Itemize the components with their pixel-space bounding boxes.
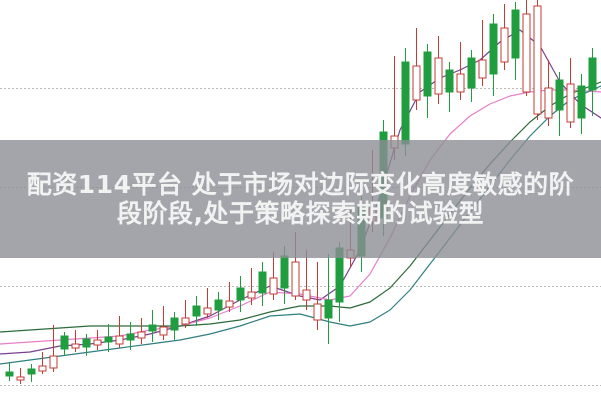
candle-body-up	[280, 255, 289, 289]
candle-body-down	[225, 300, 234, 308]
candle-body-up	[5, 371, 14, 377]
candle-body-up	[82, 338, 91, 348]
candle-body-up	[577, 85, 586, 119]
candle-body-up	[192, 305, 201, 317]
candle-body-down	[93, 339, 102, 346]
candle-body-up	[148, 324, 157, 332]
candle-body-down	[181, 317, 190, 325]
candle-body-down	[302, 289, 311, 301]
candle-body-up	[258, 271, 267, 294]
candle-body-down	[544, 87, 553, 119]
candle-body-up	[27, 368, 36, 375]
candle-body-up	[170, 317, 179, 331]
candle-body-down	[500, 27, 509, 63]
candle-body-up	[214, 299, 223, 311]
candle-body-up	[324, 299, 333, 319]
candle-body-down	[522, 13, 531, 93]
candle-body-up	[555, 79, 564, 111]
candle-body-down	[115, 335, 124, 345]
candle-body-up	[445, 69, 454, 93]
candle-body-up	[467, 57, 476, 89]
candle-body-down	[247, 291, 256, 299]
candle-body-down	[159, 326, 168, 336]
candle-body-down	[478, 59, 487, 79]
candle-body-down	[203, 307, 212, 315]
caption-line-2: 段阶段,处于策略探索期的试验型	[117, 199, 484, 228]
candle-body-up	[489, 23, 498, 75]
candle-body-down	[291, 261, 300, 297]
caption-line-1: 配资114平台 处于市场对边际变化高度敏感的阶	[26, 169, 575, 199]
candle-body-up	[401, 61, 410, 145]
candle-body-down	[49, 355, 58, 369]
candlestick-series	[5, 0, 597, 384]
candle-body-down	[412, 65, 421, 101]
candle-body-up	[60, 335, 69, 350]
candle-body-up	[236, 287, 245, 301]
candle-body-down	[313, 303, 322, 321]
caption-banner: 配资114平台 处于市场对边际变化高度敏感的阶 段阶段,处于策略探索期的试验型	[0, 140, 601, 258]
candle-body-up	[423, 51, 432, 97]
candle-body-down	[434, 57, 443, 95]
candle-body-up	[588, 57, 597, 91]
candle-body-down	[269, 277, 278, 295]
candle-body-down	[16, 376, 25, 381]
candle-body-down	[566, 83, 575, 123]
candle-body-down	[38, 365, 47, 372]
candle-body-up	[511, 9, 520, 59]
candle-body-down	[533, 5, 542, 115]
candle-body-down	[456, 73, 465, 93]
candle-body-down	[71, 343, 80, 349]
candle-body-up	[126, 333, 135, 341]
candle-body-up	[104, 336, 113, 343]
candle-body-down	[137, 331, 146, 339]
